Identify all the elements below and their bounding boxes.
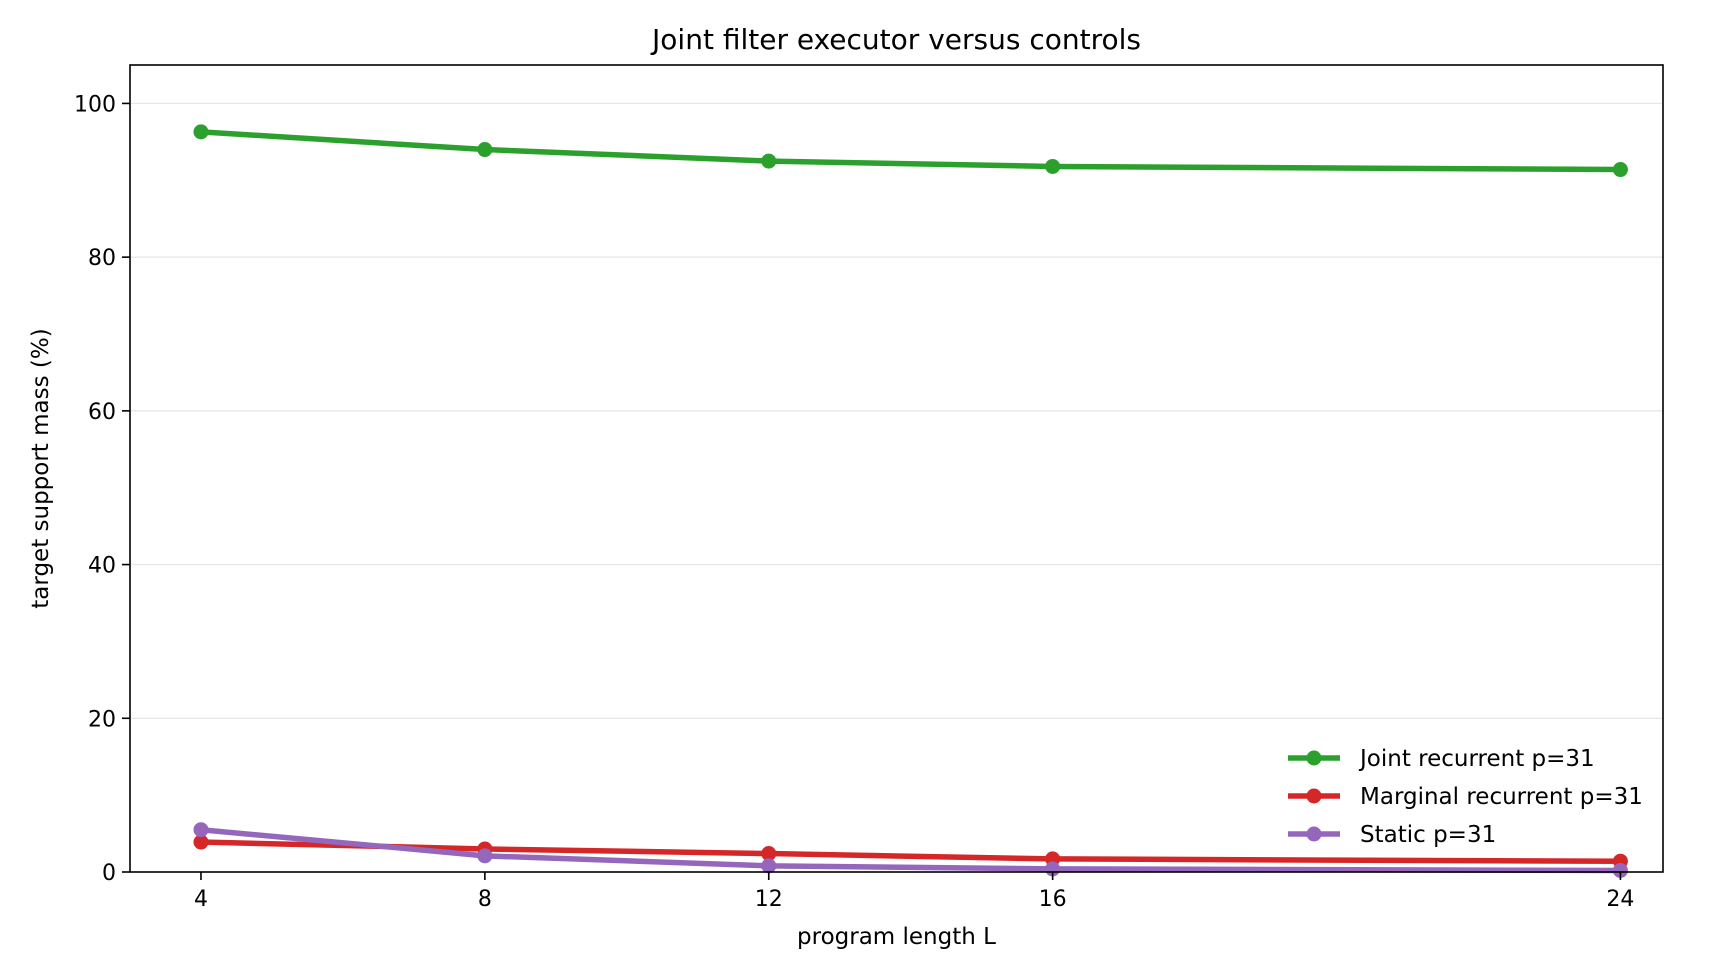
data-point — [761, 846, 777, 862]
x-axis-label: program length L — [797, 924, 996, 950]
y-tick-label: 40 — [88, 554, 116, 579]
x-tick-label: 4 — [194, 887, 208, 912]
data-point — [193, 822, 209, 838]
data-point — [477, 848, 493, 864]
data-point — [1045, 158, 1061, 174]
y-tick-label: 20 — [88, 707, 116, 732]
plot-frame — [129, 64, 1664, 873]
axis-ticks: 0 20 40 60 80 100 4 8 12 16 24 — [74, 92, 1634, 912]
legend: Joint recurrent p=31 Marginal recurrent p… — [1288, 746, 1643, 848]
legend-item: Joint recurrent p=31 — [1288, 746, 1595, 772]
x-tick-label: 16 — [1039, 887, 1067, 912]
legend-label: Joint recurrent p=31 — [1358, 746, 1595, 772]
chart-title: Joint filter executor versus controls — [650, 23, 1141, 56]
y-tick-label: 60 — [88, 400, 116, 425]
x-tick-label: 12 — [755, 887, 783, 912]
x-tick-label: 8 — [478, 887, 492, 912]
legend-item: Static p=31 — [1288, 822, 1496, 848]
series-line — [198, 129, 1624, 173]
y-tick-label: 0 — [102, 861, 116, 886]
x-tick-label: 24 — [1606, 887, 1634, 912]
legend-label: Static p=31 — [1360, 822, 1496, 848]
grid — [130, 102, 1663, 719]
legend-swatch-marker — [1306, 826, 1322, 842]
legend-swatch-marker — [1306, 750, 1322, 766]
data-point — [761, 153, 777, 169]
y-tick-label: 100 — [74, 92, 116, 117]
y-tick-label: 80 — [88, 246, 116, 271]
series-layer — [193, 124, 1628, 878]
legend-label: Marginal recurrent p=31 — [1360, 784, 1643, 810]
y-axis-label: target support mass (%) — [28, 328, 54, 608]
data-point — [193, 124, 209, 140]
data-point — [1612, 862, 1628, 878]
series-0 — [193, 124, 1628, 178]
legend-item: Marginal recurrent p=31 — [1288, 784, 1643, 810]
legend-swatch-marker — [1306, 788, 1322, 804]
data-point — [761, 858, 777, 874]
data-point — [193, 834, 209, 850]
series-2 — [193, 822, 1628, 878]
data-point — [477, 142, 493, 158]
data-point — [1612, 162, 1628, 178]
